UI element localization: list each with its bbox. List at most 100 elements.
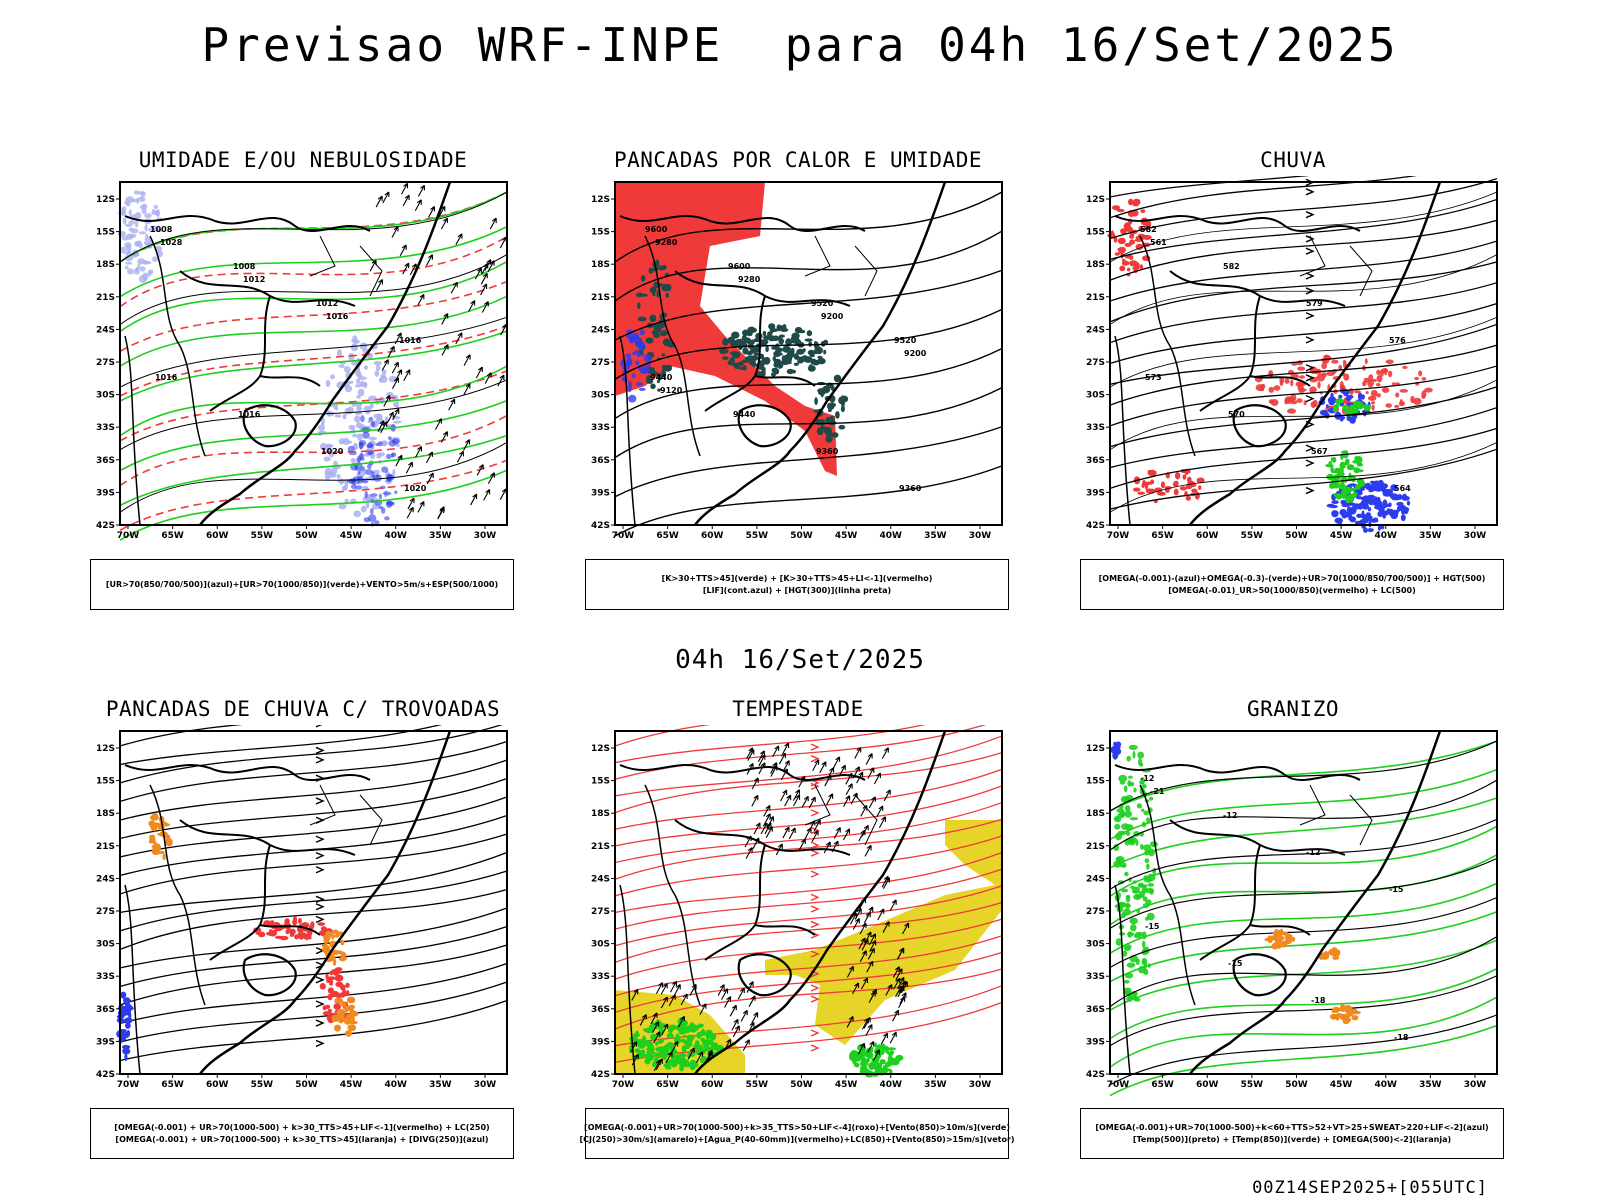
border-line <box>309 235 383 297</box>
rain-area-blue <box>1374 487 1383 492</box>
k-tts-area <box>802 348 806 352</box>
k-tts-area <box>730 339 735 345</box>
lat-tick-label: 39S <box>96 1037 115 1047</box>
lon-tick-label: 50W <box>295 1080 318 1090</box>
rain-area-green <box>1338 398 1344 404</box>
moisture-upper-area <box>346 440 353 444</box>
rain-area-green <box>1331 456 1337 463</box>
wind-arrow <box>833 827 841 839</box>
thunder-area-orange <box>342 952 346 959</box>
lon-tick-label: 60W <box>701 531 724 541</box>
k-tts-area <box>785 338 792 346</box>
wind850-area <box>684 1064 691 1068</box>
lon-tick-label: 50W <box>790 531 813 541</box>
k-tts-area <box>833 374 842 383</box>
moisture-upper-area <box>354 415 361 423</box>
lon-tick-label: 45W <box>835 1080 858 1090</box>
contour-line <box>119 370 508 442</box>
streamline-set <box>1109 176 1498 510</box>
rain-area-blue <box>1401 495 1410 501</box>
k-tts-area <box>811 350 820 355</box>
rain-area-red <box>1129 232 1135 239</box>
k-tts-area <box>814 397 818 405</box>
thunder-area-red <box>325 973 329 980</box>
wind-arrow <box>489 217 497 230</box>
contour-line <box>119 280 508 353</box>
map-frame: 70W 65W 60W 55W 50W 45W 40W 35W 30W 12S 15S 18S 21S 2… <box>96 181 508 541</box>
contour-label: 9280 <box>738 275 761 284</box>
k-tts-area <box>646 375 652 382</box>
wind850-area <box>637 1050 645 1058</box>
wind-arrow <box>680 993 688 1006</box>
streamline <box>614 768 1003 830</box>
border-line <box>149 235 206 457</box>
thunder-area-orange <box>343 1017 352 1025</box>
k-tts-area <box>838 424 846 430</box>
thunder-area-red <box>305 935 309 941</box>
lat-tick-label: 15S <box>591 777 610 787</box>
streamline-arrow <box>1305 211 1315 219</box>
lat-tick-label: 15S <box>1086 228 1105 238</box>
wind-arrow <box>819 761 827 773</box>
thunder-area-orange <box>158 850 165 854</box>
lat-tick-label: 39S <box>1086 488 1105 498</box>
lon-tick-label: 65W <box>161 1080 184 1090</box>
streamline <box>1109 406 1498 469</box>
temp850-area <box>1123 987 1132 995</box>
wind850-area <box>887 1051 894 1057</box>
moisture-upper-core <box>358 441 363 450</box>
k-tts-area <box>796 348 805 355</box>
wind850-area <box>710 1042 719 1051</box>
moisture-upper-area <box>353 510 362 518</box>
lat-tick-label: 27S <box>96 358 115 368</box>
wind-arrow <box>782 826 790 839</box>
k-tts-area <box>773 350 781 358</box>
rain-area-red <box>1124 242 1132 247</box>
moisture-upper-area <box>334 414 342 418</box>
wind-arrow <box>798 838 806 851</box>
temp850-area <box>1124 972 1134 979</box>
moisture-upper-area <box>128 209 132 216</box>
rain-area-red <box>1421 377 1427 381</box>
wind-arrow <box>763 813 771 825</box>
rain-area-red <box>1391 382 1396 386</box>
moisture-upper-area <box>355 422 363 429</box>
k-tts-area <box>803 356 813 363</box>
contour-line <box>614 347 1003 420</box>
rain-area-blue <box>1329 407 1335 413</box>
map-granizo: -12 -12 -12 -15 -15 -15 -18 -18 -21 70W 65W 60W 55W 5… <box>1086 730 1498 1097</box>
rain-area-blue <box>1319 409 1328 416</box>
wind850-area <box>696 1031 702 1039</box>
rain-area-green <box>1328 464 1333 468</box>
contour-line <box>119 469 508 541</box>
lon-tick-label: 55W <box>251 531 274 541</box>
panel-legend: [OMEGA(-0.001) + UR>70(1000-500) + k>30_… <box>90 1108 514 1159</box>
contour-label: 9200 <box>904 349 927 358</box>
streamline-arrow <box>810 995 820 1003</box>
streamline <box>119 777 508 840</box>
streamline <box>119 981 508 1043</box>
moisture-upper-area <box>125 265 129 270</box>
omega-area-orange <box>1272 930 1282 936</box>
k-tts-area <box>651 330 659 335</box>
lat-tick-label: 30S <box>96 940 115 950</box>
moisture-upper-area <box>133 190 140 195</box>
wind-arrow <box>699 1003 707 1016</box>
wind-arrow <box>897 977 905 989</box>
wind-arrow <box>417 500 425 513</box>
thunder-area-red <box>327 1016 332 1020</box>
moisture-upper-area <box>323 456 331 462</box>
wind-arrow <box>846 1016 854 1028</box>
panel-title: UMIDADE E/OU NEBULOSIDADE <box>138 148 468 172</box>
moisture-upper-area <box>339 478 344 485</box>
lat-tick-label: 21S <box>591 842 610 852</box>
temp850-area <box>1121 911 1126 919</box>
divergence-area-blue <box>122 1044 131 1050</box>
streamline-arrow <box>315 1000 325 1008</box>
moisture-upper-area <box>385 391 394 398</box>
contour-label: 579 <box>1306 299 1323 308</box>
wind850-area <box>683 1040 692 1046</box>
omega-area-orange <box>1337 949 1341 957</box>
lat-tick-label: 15S <box>96 228 115 238</box>
k-tts-area <box>651 371 659 377</box>
